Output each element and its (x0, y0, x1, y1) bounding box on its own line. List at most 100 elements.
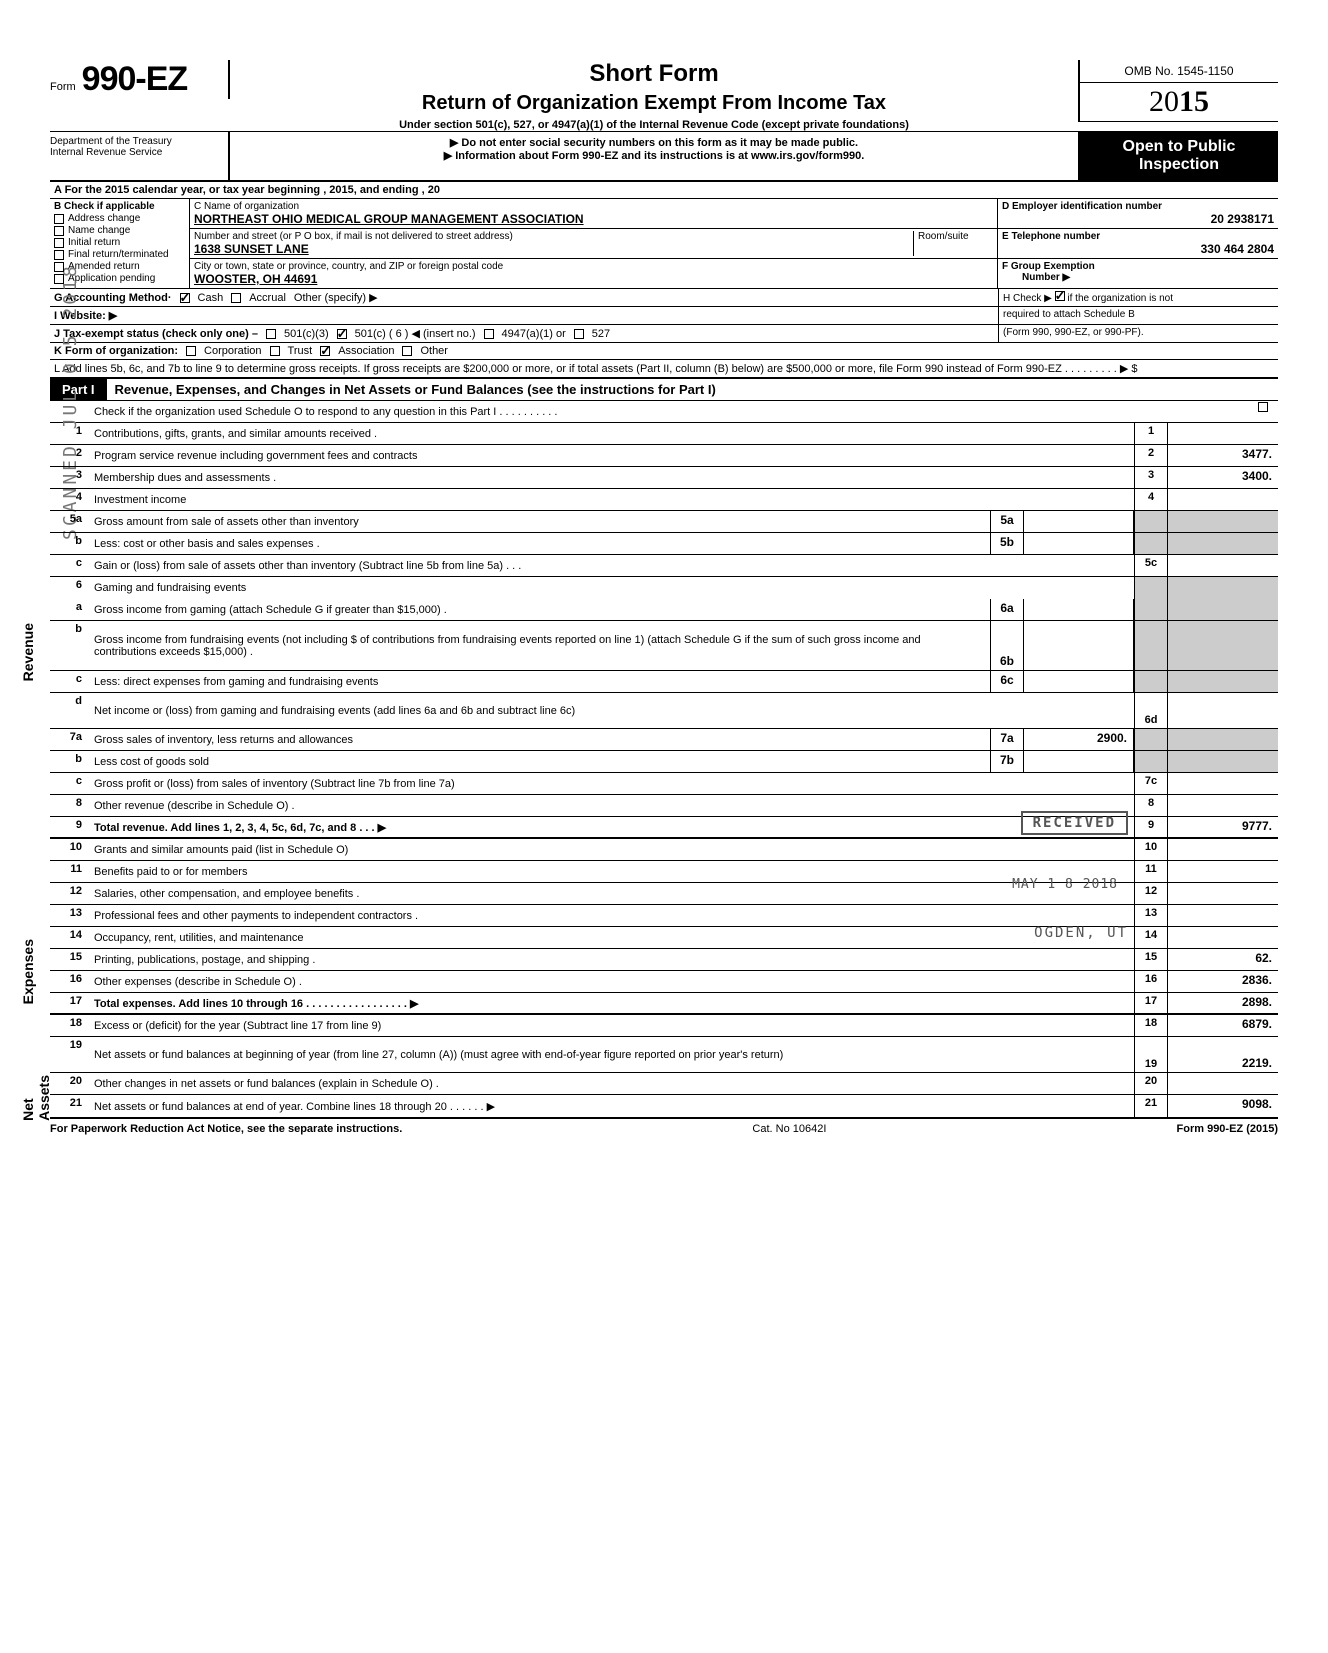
info-link: ▶ Information about Form 990-EZ and its … (234, 149, 1074, 162)
lbl-accrual: Accrual (249, 292, 286, 304)
chk-527[interactable] (574, 329, 584, 339)
ln13-amt (1168, 905, 1278, 926)
ln7a-box-shaded (1134, 729, 1168, 750)
ln5c-num: c (50, 555, 90, 576)
ln7c-amt (1168, 773, 1278, 794)
h-check-3: required to attach Schedule B (998, 307, 1278, 324)
street-address: 1638 SUNSET LANE (194, 242, 913, 256)
dept-treasury: Department of the Treasury (50, 136, 228, 147)
chk-final-return[interactable] (54, 250, 64, 260)
label-street: Number and street (or P O box, if mail i… (194, 231, 913, 242)
label-tax-exempt: J Tax-exempt status (check only one) – (54, 328, 258, 340)
ln8-num: 8 (50, 795, 90, 816)
ln6a-ibox: 6a (990, 599, 1024, 620)
ln9-amt: 9777. (1168, 817, 1278, 837)
ln9-text: Total revenue. Add lines 1, 2, 3, 4, 5c,… (90, 817, 1134, 837)
chk-association[interactable] (320, 346, 330, 356)
chk-application-pending[interactable] (54, 274, 64, 284)
form-word: Form (50, 81, 76, 93)
ln7c-text: Gross profit or (loss) from sales of inv… (90, 773, 1134, 794)
lbl-4947: 4947(a)(1) or (502, 328, 566, 340)
chk-name-change[interactable] (54, 226, 64, 236)
chk-accrual[interactable] (231, 293, 241, 303)
ln16-amt: 2836. (1168, 971, 1278, 992)
org-name: NORTHEAST OHIO MEDICAL GROUP MANAGEMENT … (194, 212, 993, 226)
ln7a-iamt: 2900. (1024, 729, 1134, 750)
year-bold: 15 (1179, 85, 1209, 118)
chk-cash[interactable] (180, 293, 190, 303)
ln6c-ibox: 6c (990, 671, 1024, 692)
short-form-title: Short Form (248, 60, 1060, 88)
lbl-501c: 501(c) ( 6 ) ◀ (insert no.) (355, 327, 476, 340)
chk-initial-return[interactable] (54, 238, 64, 248)
chk-501c3[interactable] (266, 329, 276, 339)
ln5a-iamt (1024, 511, 1134, 532)
section-netassets-label: Net Assets (20, 1075, 52, 1121)
omb-number: OMB No. 1545-1150 (1080, 60, 1278, 83)
chk-address-change[interactable] (54, 214, 64, 224)
lbl-corporation: Corporation (204, 345, 261, 357)
ln6b-text: Gross income from fundraising events (no… (90, 621, 990, 670)
lbl-association: Association (338, 345, 394, 357)
ln6d-box: 6d (1134, 693, 1168, 728)
ln7a-amt-shaded (1168, 729, 1278, 750)
ln3-amt: 3400. (1168, 467, 1278, 488)
form-number: 990-EZ (82, 60, 188, 99)
chk-schedule-o[interactable] (1258, 402, 1268, 412)
ln1-amt (1168, 423, 1278, 444)
label-group-exemption-1: F Group Exemption (1002, 261, 1274, 272)
ln10-amt (1168, 839, 1278, 860)
label-org-name: C Name of organization (194, 201, 993, 212)
phone-value: 330 464 2804 (1002, 242, 1274, 256)
ln5b-amt-shaded (1168, 533, 1278, 554)
ln15-num: 15 (50, 949, 90, 970)
ln5b-box-shaded (1134, 533, 1168, 554)
ln4-num: 4 (50, 489, 90, 510)
ln7a-ibox: 7a (990, 729, 1024, 750)
ln21-text: Net assets or fund balances at end of ye… (90, 1095, 1134, 1117)
ln5a-text: Gross amount from sale of assets other t… (90, 511, 990, 532)
chk-trust[interactable] (270, 346, 280, 356)
return-title: Return of Organization Exempt From Incom… (248, 92, 1060, 115)
ln19-num: 19 (50, 1037, 90, 1072)
ln7b-iamt (1024, 751, 1134, 772)
chk-schedule-b-not-required[interactable] (1055, 291, 1065, 301)
ln3-box: 3 (1134, 467, 1168, 488)
lbl-trust: Trust (288, 345, 313, 357)
chk-4947[interactable] (484, 329, 494, 339)
ln19-amt: 2219. (1168, 1037, 1278, 1072)
lbl-initial-return: Initial return (68, 237, 120, 248)
ln12-amt (1168, 883, 1278, 904)
open-to-public-badge: Open to Public Inspection (1080, 132, 1278, 180)
ssn-warning: ▶ Do not enter social security numbers o… (234, 136, 1074, 149)
lbl-other-method: Other (specify) ▶ (294, 291, 378, 304)
lbl-application-pending: Application pending (68, 273, 155, 284)
row-a-calendar-year: A For the 2015 calendar year, or tax yea… (50, 182, 444, 198)
ln14-box: 14 (1134, 927, 1168, 948)
chk-501c[interactable] (337, 329, 347, 339)
open-public-2: Inspection (1084, 156, 1274, 174)
label-room-suite: Room/suite (913, 231, 993, 256)
dept-irs: Internal Revenue Service (50, 147, 228, 158)
ln13-box: 13 (1134, 905, 1168, 926)
ln3-num: 3 (50, 467, 90, 488)
subtitle: Under section 501(c), 527, or 4947(a)(1)… (248, 119, 1060, 131)
ln2-num: 2 (50, 445, 90, 466)
ln10-text: Grants and similar amounts paid (list in… (90, 839, 1134, 860)
ln11-box: 11 (1134, 861, 1168, 882)
chk-amended-return[interactable] (54, 262, 64, 272)
ln7c-num: c (50, 773, 90, 794)
ln13-text: Professional fees and other payments to … (90, 905, 1134, 926)
chk-other-org[interactable] (402, 346, 412, 356)
lbl-name-change: Name change (68, 225, 130, 236)
ln21-num: 21 (50, 1095, 90, 1117)
ln6b-num: b (50, 621, 90, 670)
ln5b-ibox: 5b (990, 533, 1024, 554)
ln16-box: 16 (1134, 971, 1168, 992)
ln2-text: Program service revenue including govern… (90, 445, 1134, 466)
chk-corporation[interactable] (186, 346, 196, 356)
ln3-text: Membership dues and assessments . (90, 467, 1134, 488)
ln6a-num: a (50, 599, 90, 620)
ln15-amt: 62. (1168, 949, 1278, 970)
ln5b-text: Less: cost or other basis and sales expe… (90, 533, 990, 554)
